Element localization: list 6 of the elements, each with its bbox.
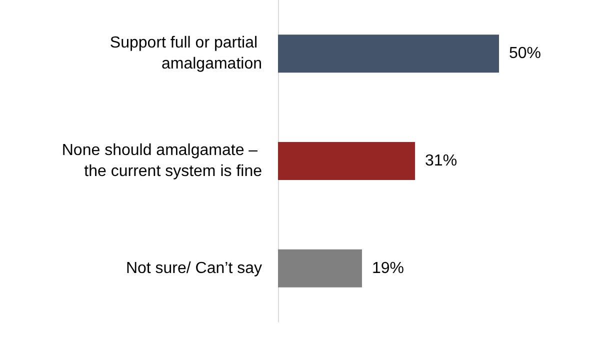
y-tick-label: Not sure/ Can’t say — [126, 260, 262, 277]
data-label: 19% — [372, 260, 404, 277]
y-tick-label: None should amalgamate – the current system is fine — [62, 142, 262, 180]
data-label: 50% — [509, 45, 542, 62]
y-tick-label: Support full or partial amalgamation — [110, 34, 262, 73]
data-label: 31% — [425, 152, 458, 170]
